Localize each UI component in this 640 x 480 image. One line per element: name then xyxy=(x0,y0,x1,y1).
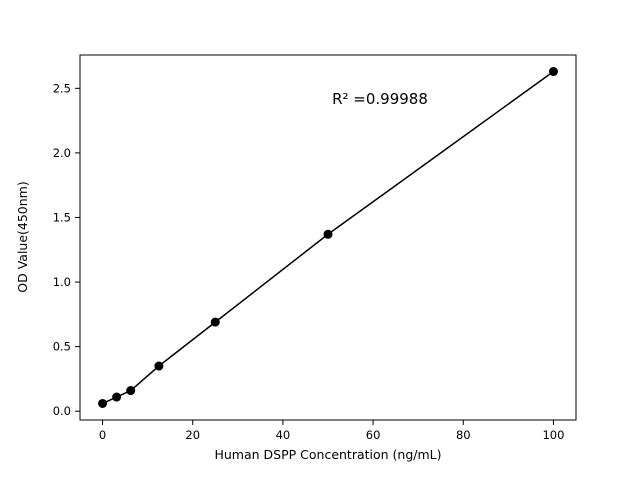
data-point xyxy=(548,67,558,77)
x-tick-label: 0 xyxy=(99,428,106,442)
x-tick-label: 40 xyxy=(276,428,291,442)
data-point xyxy=(154,361,164,371)
x-tick-label: 60 xyxy=(366,428,381,442)
y-tick-label: 2.5 xyxy=(53,81,71,95)
x-axis-label: Human DSPP Concentration (ng/mL) xyxy=(214,447,441,462)
chart-generated-layer: 0 20 40 60 80 100 0.0 0.5 1.0 1.5 2.0 2.5 xyxy=(53,54,577,442)
y-axis-label: OD Value(450nm) xyxy=(15,181,30,292)
plot-frame xyxy=(79,54,577,421)
data-point xyxy=(323,229,333,239)
data-point xyxy=(126,386,136,396)
r-squared-annotation: R² =0.99988 xyxy=(332,90,428,108)
x-tick-label: 20 xyxy=(185,428,200,442)
y-tick-label: 0.5 xyxy=(53,340,71,354)
data-point xyxy=(210,317,220,327)
x-tick-label: 80 xyxy=(456,428,471,442)
data-point xyxy=(112,392,122,402)
y-tick-label: 2.0 xyxy=(53,146,71,160)
y-tick-label: 1.0 xyxy=(53,275,71,289)
x-tick-label: 100 xyxy=(542,428,564,442)
y-tick-label: 0.0 xyxy=(53,404,71,418)
y-tick-label: 1.5 xyxy=(53,210,71,224)
data-point xyxy=(98,398,108,408)
